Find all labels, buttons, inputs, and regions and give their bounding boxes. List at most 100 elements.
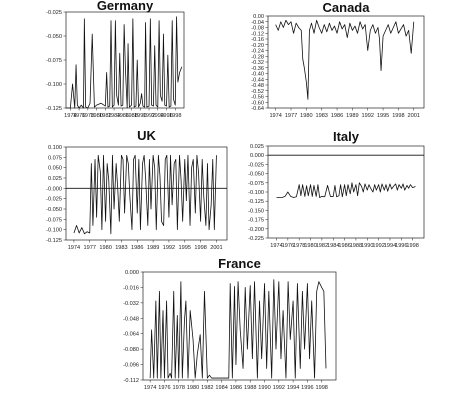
germany-ytick-label: -0.075 — [46, 58, 62, 64]
italy-xtick-label: 1984 — [327, 243, 339, 249]
uk-xtick-label: 1974 — [68, 245, 80, 251]
uk-xtick-label: 1998 — [194, 245, 206, 251]
italy-xtick-label: 1986 — [338, 243, 350, 249]
germany-xtick-label: 1998 — [169, 113, 181, 119]
canada-xtick-label: 1992 — [362, 113, 374, 119]
france-xtick-label: 1994 — [287, 385, 299, 391]
germany-xtick-label: 1980 — [90, 113, 102, 119]
uk-panel: UK 0.100 0.075 0.050 0.025 -0.000 -0.025 -0.050… — [46, 128, 228, 251]
france-series-line — [149, 279, 327, 379]
france-xtick-label: 1998 — [315, 385, 327, 391]
canada-title: Canada — [323, 0, 371, 15]
canada-panel: Canada 0.00-0.04-0.08-0.12-0.16-0.20-0.24… — [251, 0, 425, 119]
uk-title: UK — [137, 128, 156, 143]
italy-ytick-label: -0.100 — [248, 190, 264, 196]
canada-ytick-label: -0.56 — [251, 95, 264, 101]
canada-xtick-label: 1995 — [377, 113, 389, 119]
italy-ytick-label: -0.075 — [248, 181, 264, 187]
canada-xtick-label: 1989 — [346, 113, 358, 119]
italy-xtick-label: 1974 — [270, 243, 282, 249]
italy-ytick-label: -0.150 — [248, 208, 264, 214]
uk-ytick-label: -0.125 — [46, 238, 62, 244]
canada-ytick-label: -0.20 — [251, 43, 264, 49]
italy-xtick-label: 1992 — [372, 243, 384, 249]
canada-ytick-label: -0.12 — [251, 31, 264, 37]
italy-xtick-label: 1982 — [316, 243, 328, 249]
germany-ytick-label: -0.100 — [46, 82, 62, 88]
canada-ytick-label: -0.48 — [251, 83, 264, 89]
canada-xtick-label: 1977 — [285, 113, 297, 119]
italy-ytick-label: -0.025 — [248, 162, 264, 168]
france-xtick-label: 1982 — [201, 385, 213, 391]
germany-ytick-label: -0.025 — [46, 10, 62, 16]
canada-xtick-label: 2001 — [408, 113, 420, 119]
france-ytick-label: -0.112 — [124, 378, 139, 384]
germany-xtick-label: 1986 — [117, 113, 129, 119]
italy-xtick-label: 1988 — [350, 243, 362, 249]
canada-ytick-label: -0.24 — [251, 49, 264, 55]
italy-panel: Italy 0.025 0.000 -0.025 -0.050 -0.075 -0.100 -… — [248, 129, 425, 249]
france-plot-frame — [142, 271, 337, 381]
canada-ytick-label: -0.40 — [251, 72, 264, 78]
france-xtick-label: 1974 — [144, 385, 156, 391]
uk-xtick-label: 1995 — [179, 245, 191, 251]
uk-plot-frame — [65, 146, 228, 241]
canada-ytick-label: 0.00 — [253, 14, 264, 20]
canada-ytick-label: -0.08 — [251, 26, 264, 32]
uk-ytick-label: -0.000 — [46, 186, 62, 192]
italy-ytick-label: 0.000 — [250, 153, 264, 159]
uk-ytick-label: 0.100 — [48, 145, 62, 151]
canada-ytick-label: -0.16 — [251, 37, 264, 43]
italy-xtick-label: 1994 — [384, 243, 396, 249]
uk-series-line — [73, 154, 217, 235]
canada-series-line — [275, 19, 415, 100]
uk-xtick-label: 1989 — [147, 245, 159, 251]
france-ytick-label: -0.096 — [123, 363, 139, 369]
italy-xtick-label: 1990 — [361, 243, 373, 249]
france-ytick-label: 0.000 — [125, 270, 139, 276]
italy-ytick-label: -0.175 — [248, 218, 264, 224]
germany-xtick-label: 1996 — [160, 113, 172, 119]
germany-xtick-label: 1974 — [64, 113, 76, 119]
germany-title: Germany — [97, 0, 154, 13]
germany-panel: Germany-0.025-0.050-0.075-0.100-0.125197… — [46, 0, 185, 119]
germany-xtick-label: 1984 — [108, 113, 120, 119]
uk-ytick-label: -0.050 — [46, 207, 62, 213]
germany-xtick-label: 1994 — [152, 113, 164, 119]
germany-xtick-label: 1992 — [143, 113, 155, 119]
germany-ytick-label: -0.050 — [46, 34, 62, 40]
canada-ytick-label: -0.44 — [251, 77, 264, 83]
canada-xtick-label: 1983 — [315, 113, 327, 119]
uk-ytick-label: 0.025 — [48, 176, 62, 182]
italy-ytick-label: -0.125 — [248, 199, 264, 205]
germany-series-line — [66, 16, 183, 109]
france-xtick-label: 1986 — [230, 385, 242, 391]
canada-ytick-label: -0.04 — [251, 20, 264, 26]
france-title: France — [218, 256, 261, 271]
france-ytick-label: -0.016 — [123, 285, 139, 291]
germany-xtick-label: 1982 — [99, 113, 111, 119]
italy-ytick-label: -0.200 — [248, 227, 264, 233]
italy-ytick-label: -0.225 — [248, 236, 264, 242]
italy-title: Italy — [333, 129, 360, 144]
italy-xtick-label: 1998 — [406, 243, 418, 249]
uk-xtick-label: 1977 — [84, 245, 96, 251]
uk-xtick-label: 1980 — [99, 245, 111, 251]
uk-ytick-label: -0.100 — [46, 228, 62, 234]
uk-xtick-label: 2001 — [210, 245, 222, 251]
canada-ytick-label: -0.64 — [251, 106, 264, 112]
italy-xtick-label: 1976 — [282, 243, 294, 249]
france-ytick-label: -0.048 — [123, 316, 139, 322]
france-xtick-label: 1984 — [215, 385, 227, 391]
france-ytick-label: -0.032 — [123, 301, 139, 307]
france-ytick-label: -0.064 — [123, 332, 139, 338]
germany-xtick-label: 1976 — [73, 113, 85, 119]
france-xtick-label: 1978 — [173, 385, 185, 391]
canada-ytick-label: -0.32 — [251, 60, 264, 66]
italy-series-line — [276, 182, 416, 198]
uk-ytick-label: 0.075 — [48, 155, 62, 161]
uk-xtick-label: 1983 — [115, 245, 127, 251]
canada-xtick-label: 1998 — [392, 113, 404, 119]
france-xtick-label: 1992 — [273, 385, 285, 391]
